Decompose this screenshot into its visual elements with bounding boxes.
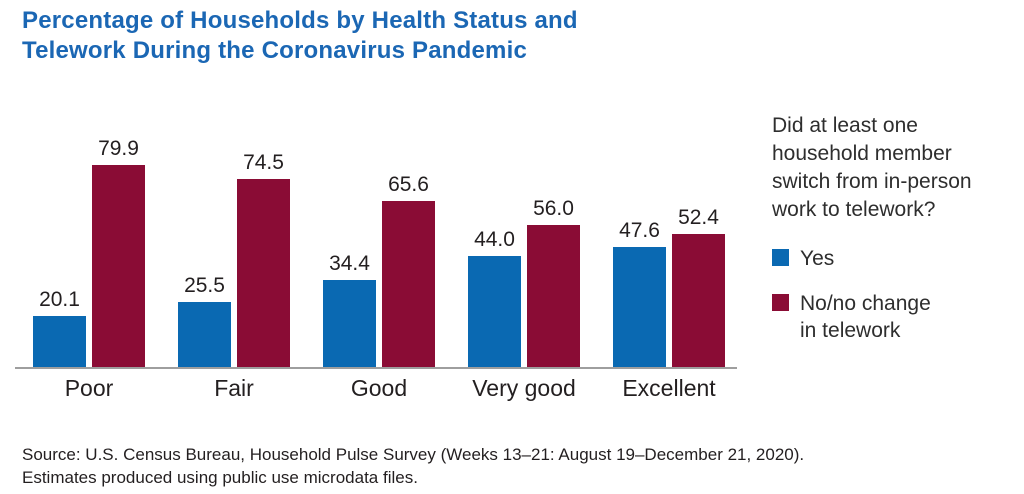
bar-group: 25.5 74.5 Fair [178,151,290,401]
category-label: Excellent [622,375,716,401]
bar-no: 74.5 [237,151,290,367]
legend-label-no: No/no change in telework [800,292,931,342]
category-label: Very good [472,375,576,401]
category-label: Poor [64,375,114,401]
legend-item-no: No/no change in telework [772,290,1024,344]
bar-group: 20.1 79.9 Poor [33,137,145,401]
source-line-2: Estimates produced using public use micr… [22,468,418,487]
bar-no: 79.9 [92,137,145,367]
yes-swatch-icon [772,249,789,266]
bar-group: 44.0 56.0 Very good [468,197,580,401]
chart-title: Percentage of Households by Health Statu… [22,7,578,64]
bar-group: 34.4 65.6 Good [323,173,435,401]
legend: Did at least one household member switch… [772,112,1024,344]
source-note: Source: U.S. Census Bureau, Household Pu… [22,443,804,489]
legend-question: Did at least one household member switch… [772,114,972,221]
value-label: 25.5 [184,274,225,297]
bar-no: 65.6 [382,173,435,367]
legend-item-yes: Yes [772,245,1024,272]
plot-area: 20.1 79.9 Poor 25.5 74.5 Fair 34.4 65.6 Good 44.0… [15,117,737,401]
value-label: 74.5 [243,151,284,174]
bar-yes: 44.0 [468,228,521,367]
bar-no: 56.0 [527,197,580,367]
bar-group: 47.6 52.4 Excellent [613,206,725,401]
bar-yes: 20.1 [33,288,86,367]
value-label: 79.9 [98,137,139,160]
value-label: 65.6 [388,173,429,196]
value-label: 56.0 [533,197,574,220]
no-swatch-icon [772,294,789,311]
source-line-1: Source: U.S. Census Bureau, Household Pu… [22,445,805,464]
value-label: 47.6 [619,219,660,242]
bar-yes: 34.4 [323,252,376,367]
legend-label-yes: Yes [800,247,835,270]
value-label: 20.1 [39,288,80,311]
category-label: Good [350,375,408,401]
category-label: Fair [214,375,254,401]
bar-yes: 47.6 [613,219,666,367]
bar-no: 52.4 [672,206,725,367]
value-label: 34.4 [329,252,370,275]
value-label: 52.4 [678,206,719,229]
value-label: 44.0 [474,228,515,251]
bar-yes: 25.5 [178,274,231,367]
